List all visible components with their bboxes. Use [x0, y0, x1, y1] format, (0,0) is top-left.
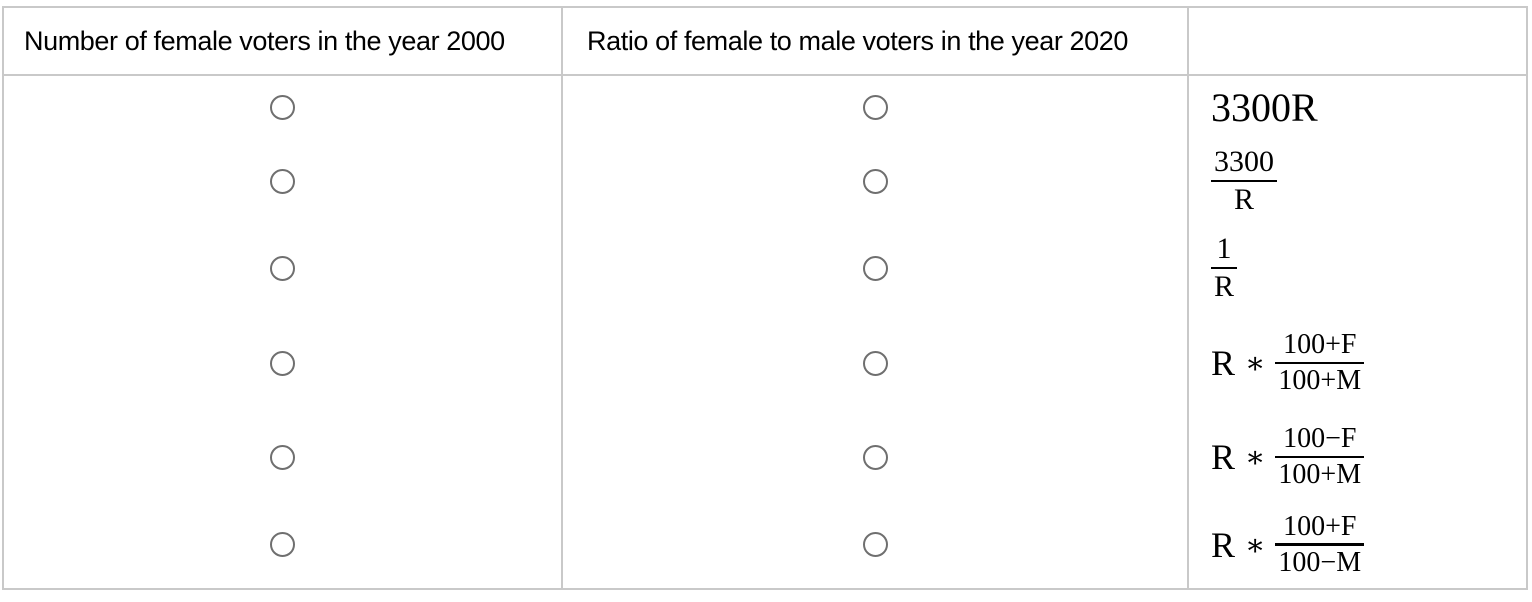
radio-female-2000-option-3[interactable]: [270, 255, 295, 281]
fraction: 1 R: [1211, 231, 1238, 305]
radio-ratio-2020-option-2[interactable]: [862, 168, 888, 194]
cell-ratio-2020-option-5: [561, 413, 1188, 501]
table-row: R ∗ 100+F 100−M: [3, 501, 1527, 589]
cell-ratio-2020-option-1: [561, 75, 1188, 139]
fraction-numerator: 100−F: [1283, 423, 1357, 455]
radio-female-2000-option-5[interactable]: [270, 444, 295, 470]
radio-female-2000-option-2[interactable]: [270, 168, 295, 194]
radio-female-2000-option-1[interactable]: [270, 95, 295, 120]
formula-option-2: 3300 R: [1187, 139, 1527, 223]
cell-female-2000-option-6: [3, 501, 562, 589]
table-row: R ∗ 100−F 100+M: [3, 413, 1527, 501]
fraction-bar: [1275, 361, 1365, 365]
fraction-denominator: R: [1233, 183, 1254, 217]
table-header: Number of female voters in the year 2000…: [3, 7, 1527, 76]
cell-ratio-2020-option-3: [561, 223, 1188, 313]
radio-ratio-2020-option-6[interactable]: [862, 532, 888, 557]
table-row: R ∗ 100+F 100+M: [3, 313, 1527, 413]
formula-text: 3300R: [1211, 84, 1318, 130]
fraction-bar: [1275, 543, 1365, 546]
formula-expression: R ∗ 100+F 100−M: [1211, 510, 1365, 579]
fraction-numerator: 100+F: [1283, 510, 1357, 542]
header-row: Number of female voters in the year 2000…: [3, 7, 1527, 76]
cell-ratio-2020-option-6: [561, 501, 1188, 589]
header-ratio-2020: Ratio of female to male voters in the ye…: [561, 7, 1188, 76]
formula-option-6: R ∗ 100+F 100−M: [1187, 501, 1527, 589]
formula-option-1: 3300R: [1187, 75, 1527, 139]
fraction-numerator: 3300: [1214, 145, 1274, 179]
asterisk-operator: ∗: [1245, 527, 1266, 563]
fraction: 100−F 100+M: [1275, 422, 1365, 491]
radio-ratio-2020-option-3[interactable]: [862, 255, 888, 281]
fraction-denominator: 100+M: [1278, 459, 1362, 491]
table-row: 3300R: [3, 75, 1527, 139]
cell-female-2000-option-2: [3, 139, 562, 223]
formula-option-3: 1 R: [1187, 223, 1527, 313]
cell-ratio-2020-option-2: [561, 139, 1188, 223]
fraction-numerator: 1: [1216, 232, 1232, 266]
fraction: 3300 R: [1211, 144, 1277, 218]
fraction-bar: [1211, 266, 1238, 270]
radio-female-2000-option-6[interactable]: [270, 532, 295, 557]
asterisk-operator: ∗: [1245, 346, 1266, 381]
cell-female-2000-option-5: [3, 413, 562, 501]
table-body: 3300R 3300 R: [3, 75, 1527, 589]
formula-option-5: R ∗ 100−F 100+M: [1187, 413, 1527, 501]
formula-variable: R: [1211, 437, 1236, 477]
fraction: 100+F 100−M: [1275, 510, 1365, 579]
formula-expression: R ∗ 100+F 100+M: [1211, 328, 1365, 397]
fraction-denominator: 100−M: [1278, 546, 1362, 578]
fraction-denominator: R: [1214, 270, 1235, 304]
formula-expression: R ∗ 100−F 100+M: [1211, 422, 1365, 491]
matching-question-table: Number of female voters in the year 2000…: [2, 6, 1528, 590]
radio-ratio-2020-option-1[interactable]: [862, 95, 888, 120]
cell-female-2000-option-3: [3, 223, 562, 313]
cell-ratio-2020-option-4: [561, 313, 1188, 413]
fraction-bar: [1211, 179, 1277, 183]
table-row: 1 R: [3, 223, 1527, 313]
radio-ratio-2020-option-4[interactable]: [862, 350, 888, 376]
fraction-numerator: 100+F: [1283, 329, 1357, 361]
cell-female-2000-option-1: [3, 75, 562, 139]
header-female-voters-2000: Number of female voters in the year 2000: [3, 7, 562, 76]
formula-variable: R: [1211, 524, 1236, 565]
asterisk-operator: ∗: [1245, 440, 1266, 475]
fraction-bar: [1275, 455, 1365, 459]
radio-ratio-2020-option-5[interactable]: [862, 444, 888, 470]
fraction-denominator: 100+M: [1278, 365, 1362, 397]
formula-variable: R: [1211, 343, 1236, 383]
fraction: 100+F 100+M: [1275, 328, 1365, 397]
formula-option-4: R ∗ 100+F 100+M: [1187, 313, 1527, 413]
radio-female-2000-option-4[interactable]: [270, 350, 295, 376]
cell-female-2000-option-4: [3, 313, 562, 413]
header-formula-column: [1187, 7, 1527, 76]
table-row: 3300 R: [3, 139, 1527, 223]
